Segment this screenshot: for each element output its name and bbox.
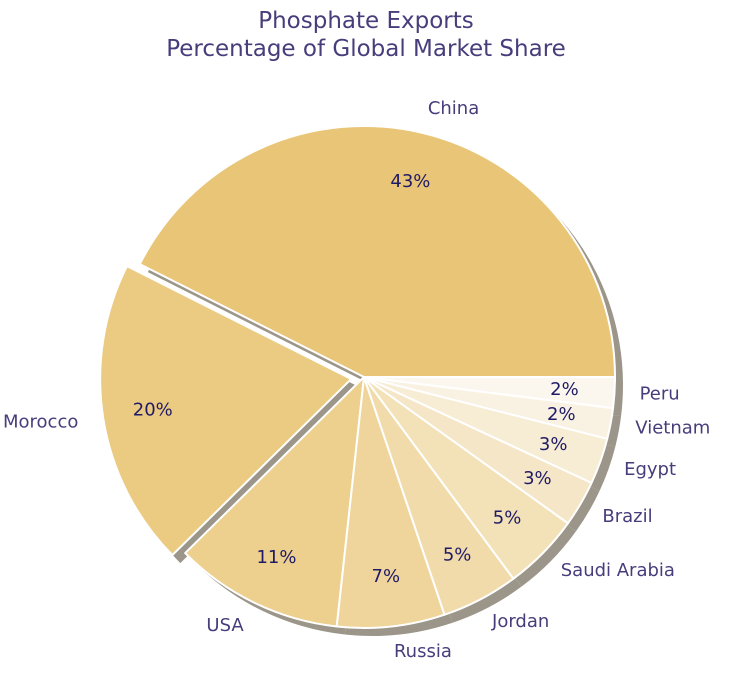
percent-label-russia: 7% — [372, 566, 401, 587]
category-label-vietnam: Vietnam — [635, 418, 710, 439]
category-label-china: China — [428, 98, 479, 119]
percent-label-peru: 2% — [550, 379, 579, 400]
category-label-jordan: Jordan — [491, 611, 549, 632]
pie-labels: China 43% Morocco 20% USA 11% Russia 7% Jordan 5%… — [3, 98, 710, 662]
category-label-usa: USA — [206, 615, 244, 636]
category-label-russia: Russia — [394, 641, 452, 662]
category-label-saudi-arabia: Saudi Arabia — [561, 560, 675, 581]
percent-label-egypt: 3% — [539, 434, 568, 455]
slice-peru — [363, 376, 616, 410]
slice-morocco — [99, 265, 353, 557]
percent-label-usa: 11% — [256, 547, 296, 568]
category-label-egypt: Egypt — [624, 459, 676, 480]
slice-china — [138, 125, 616, 378]
category-label-peru: Peru — [640, 384, 680, 405]
slice-russia — [335, 376, 446, 629]
percent-label-morocco: 20% — [133, 400, 173, 421]
chart-title-line-1: Phosphate Exports — [258, 8, 474, 34]
slice-usa — [184, 376, 365, 628]
chart-title-line-2: Percentage of Global Market Share — [166, 36, 566, 62]
percent-label-china: 43% — [390, 171, 430, 192]
percent-label-jordan: 5% — [443, 544, 472, 565]
category-label-brazil: Brazil — [602, 506, 652, 527]
percent-label-vietnam: 2% — [547, 404, 576, 425]
category-label-morocco: Morocco — [3, 411, 78, 432]
percent-label-saudi-arabia: 5% — [493, 507, 522, 528]
pie-slices — [99, 125, 616, 629]
percent-label-brazil: 3% — [523, 468, 552, 489]
